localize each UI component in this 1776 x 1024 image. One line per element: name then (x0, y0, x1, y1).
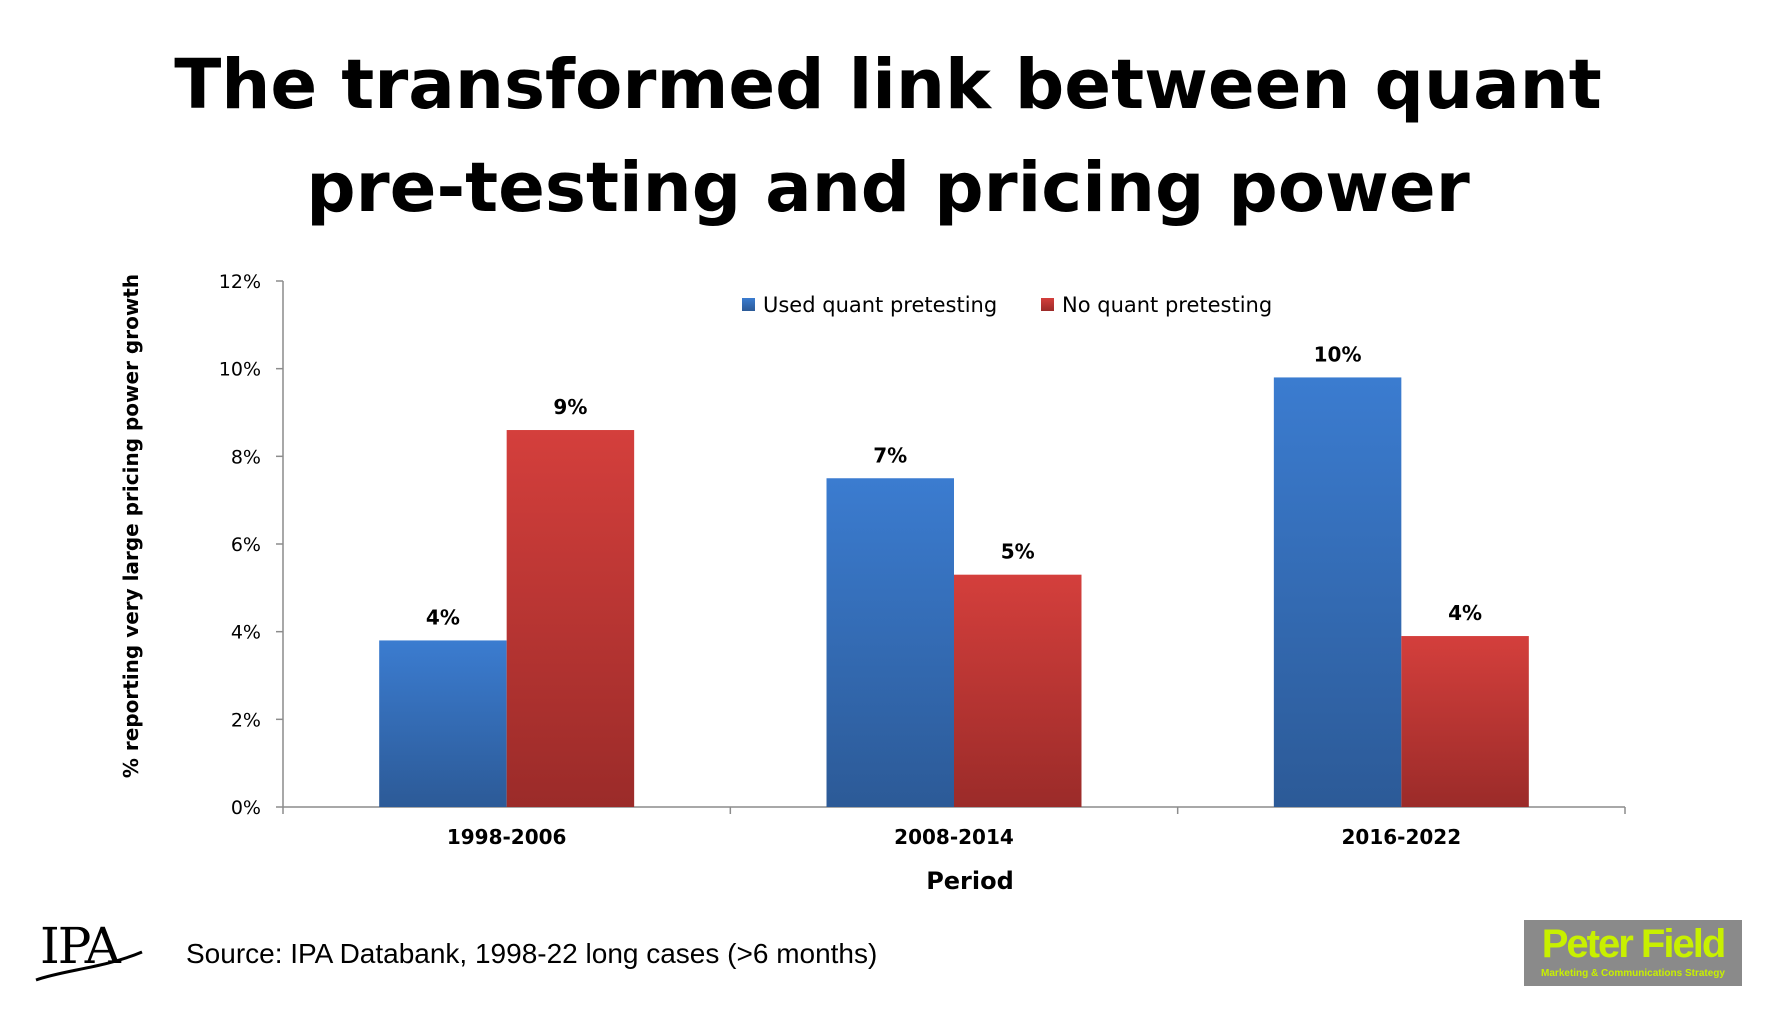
bar-no-2016-2022 (1401, 636, 1529, 807)
ipa-swoosh-icon (35, 950, 143, 982)
bar-used-1998-2006 (379, 640, 507, 807)
peter-field-logo: Peter Field Marketing & Communications S… (1524, 920, 1742, 986)
bar-no-2008-2014 (954, 574, 1082, 807)
bar-used-2016-2022 (1273, 377, 1402, 807)
data-label: 7% (873, 443, 907, 467)
bar-no-1998-2006 (506, 430, 635, 807)
page-title: The transformed link between quant pre-t… (174, 45, 1602, 228)
legend-swatch-used (742, 298, 755, 311)
legend-swatch-no (1041, 298, 1054, 311)
chart-legend: Used quant pretesting No quant pretestin… (742, 293, 1272, 317)
y-tick-label: 12% (219, 271, 261, 293)
y-tick-label: 6% (231, 534, 261, 556)
legend-label-no: No quant pretesting (1062, 293, 1272, 317)
x-tick-label: 2016-2022 (1342, 825, 1462, 849)
data-label: 10% (1314, 342, 1362, 366)
y-axis-title: % reporting very large pricing power gro… (119, 274, 143, 778)
chart-bars (379, 377, 1529, 807)
x-tick-label: 2008-2014 (894, 825, 1014, 849)
y-tick-label: 2% (231, 709, 261, 731)
data-label: 9% (553, 395, 587, 419)
peter-field-logo-name: Peter Field (1541, 922, 1727, 966)
bar-used-2008-2014 (826, 478, 954, 807)
x-axis-title: Period (926, 867, 1014, 895)
ipa-logo: IPA (34, 918, 146, 986)
y-tick-label: 10% (219, 359, 261, 381)
data-label: 4% (1448, 601, 1482, 625)
x-tick-label: 1998-2006 (447, 825, 567, 849)
source-note: Source: IPA Databank, 1998-22 long cases… (186, 938, 878, 969)
data-label: 5% (1001, 540, 1035, 564)
chart-data-labels: 4% 9% 7% 5% 10% 4% (426, 342, 1482, 629)
data-label: 4% (426, 605, 460, 629)
y-tick-label: 8% (231, 446, 261, 468)
chart-axes: 0% 2% 4% 6% 8% 10% 12% 1998-2006 2008-2014 2016-2… (219, 271, 1626, 849)
y-tick-label: 0% (231, 797, 261, 819)
legend-label-used: Used quant pretesting (763, 293, 997, 317)
peter-field-logo-tagline: Marketing & Communications Strategy (1541, 968, 1725, 979)
bar-chart: 0% 2% 4% 6% 8% 10% 12% 1998-2006 2008-2014 2016-2… (119, 271, 1626, 895)
y-tick-label: 4% (231, 622, 261, 644)
